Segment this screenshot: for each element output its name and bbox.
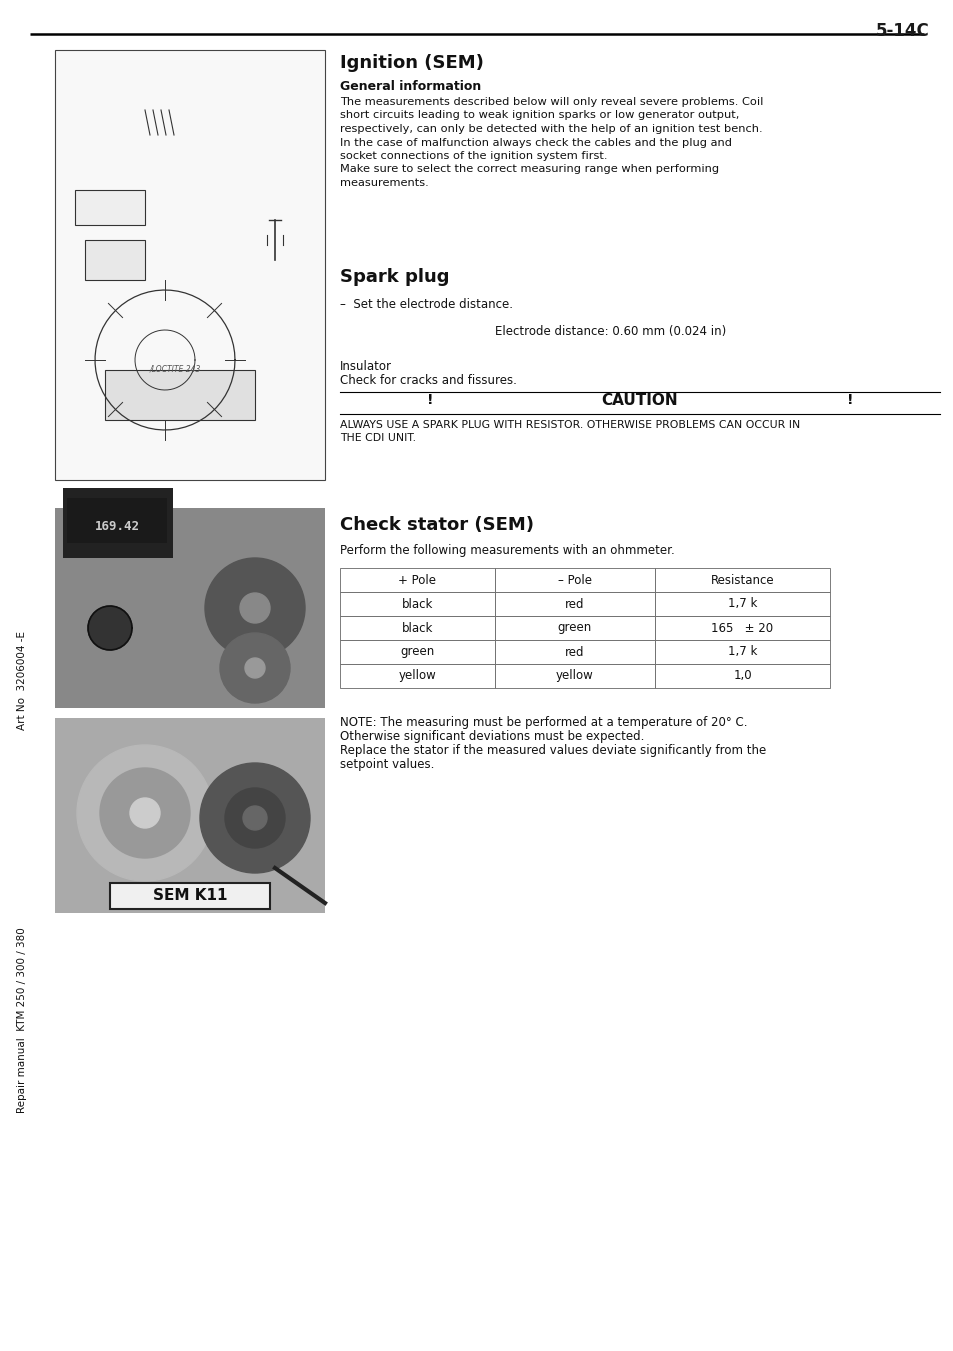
Bar [63,488,172,558]
Text: In the case of malfunction always check the cables and the plug and: In the case of malfunction always check … [339,138,731,147]
Bar [495,640,655,663]
Circle shape [77,744,213,881]
Circle shape [100,767,190,858]
Text: Perform the following measurements with an ohmmeter.: Perform the following measurements with … [339,544,674,557]
Text: The measurements described below will only reveal severe problems. Coil: The measurements described below will on… [339,97,762,107]
Text: 1,0: 1,0 [733,670,751,682]
Text: green: green [558,621,592,635]
Text: !: ! [426,393,433,407]
Text: SEM K11: SEM K11 [152,889,227,904]
Text: respectively, can only be detected with the help of an ignition test bench.: respectively, can only be detected with … [339,124,761,134]
Circle shape [130,798,160,828]
Bar [339,567,495,592]
Circle shape [220,634,290,703]
Bar [110,884,270,909]
Text: Resistance: Resistance [710,574,774,586]
Text: Ignition (SEM): Ignition (SEM) [339,54,483,72]
Circle shape [225,788,285,848]
Circle shape [245,658,265,678]
Text: 1,7 k: 1,7 k [727,646,757,658]
Text: yellow: yellow [398,670,436,682]
Bar [655,640,829,663]
Text: Electrode distance: 0.60 mm (0.024 in): Electrode distance: 0.60 mm (0.024 in) [495,326,725,338]
Bar [495,567,655,592]
Text: Insulator: Insulator [339,359,392,373]
Text: 165   ± 20: 165 ± 20 [711,621,773,635]
Text: Check stator (SEM): Check stator (SEM) [339,516,534,534]
Text: Spark plug: Spark plug [339,267,449,286]
Bar [495,592,655,616]
Text: yellow: yellow [556,670,594,682]
Text: /LOCTITE 243: /LOCTITE 243 [150,365,201,374]
Text: ALWAYS USE A SPARK PLUG WITH RESISTOR. OTHERWISE PROBLEMS CAN OCCUR IN: ALWAYS USE A SPARK PLUG WITH RESISTOR. O… [339,420,800,430]
Text: Replace the stator if the measured values deviate significantly from the: Replace the stator if the measured value… [339,744,765,757]
Text: Make sure to select the correct measuring range when performing: Make sure to select the correct measurin… [339,165,719,174]
Bar [339,616,495,640]
Text: black: black [401,621,433,635]
Bar [339,592,495,616]
Text: General information: General information [339,80,480,93]
Text: NOTE: The measuring must be performed at a temperature of 20° C.: NOTE: The measuring must be performed at… [339,716,747,730]
Bar [85,240,145,280]
Bar [339,640,495,663]
Text: – Pole: – Pole [558,574,592,586]
Text: 169.42: 169.42 [94,520,139,532]
Bar [655,663,829,688]
Bar [55,508,325,708]
Bar [495,616,655,640]
Bar [55,717,325,913]
Bar [339,663,495,688]
Text: 5-14C: 5-14C [876,22,929,41]
Text: THE CDI UNIT.: THE CDI UNIT. [339,434,416,443]
Text: black: black [401,597,433,611]
Bar [655,592,829,616]
Circle shape [88,607,132,650]
Text: red: red [565,597,584,611]
Text: red: red [565,646,584,658]
Text: !: ! [846,393,852,407]
Circle shape [205,558,305,658]
Bar [655,616,829,640]
Circle shape [200,763,310,873]
Text: CAUTION: CAUTION [601,393,678,408]
Circle shape [240,593,270,623]
Bar [67,499,167,543]
Bar [495,663,655,688]
Text: short circuits leading to weak ignition sparks or low generator output,: short circuits leading to weak ignition … [339,111,739,120]
Circle shape [243,807,267,830]
Text: Repair manual  KTM 250 / 300 / 380: Repair manual KTM 250 / 300 / 380 [17,927,27,1113]
Text: Otherwise significant deviations must be expected.: Otherwise significant deviations must be… [339,730,643,743]
Text: green: green [400,646,435,658]
Bar [55,50,325,480]
Text: measurements.: measurements. [339,178,428,188]
Text: + Pole: + Pole [398,574,436,586]
Text: socket connections of the ignition system first.: socket connections of the ignition syste… [339,151,607,161]
Text: Check for cracks and fissures.: Check for cracks and fissures. [339,374,517,386]
Bar [655,567,829,592]
Text: setpoint values.: setpoint values. [339,758,434,771]
Text: –  Set the electrode distance.: – Set the electrode distance. [339,299,513,311]
Bar [75,190,145,226]
Text: 1,7 k: 1,7 k [727,597,757,611]
Bar [105,370,254,420]
Text: Art No  3206004 -E: Art No 3206004 -E [17,631,27,730]
